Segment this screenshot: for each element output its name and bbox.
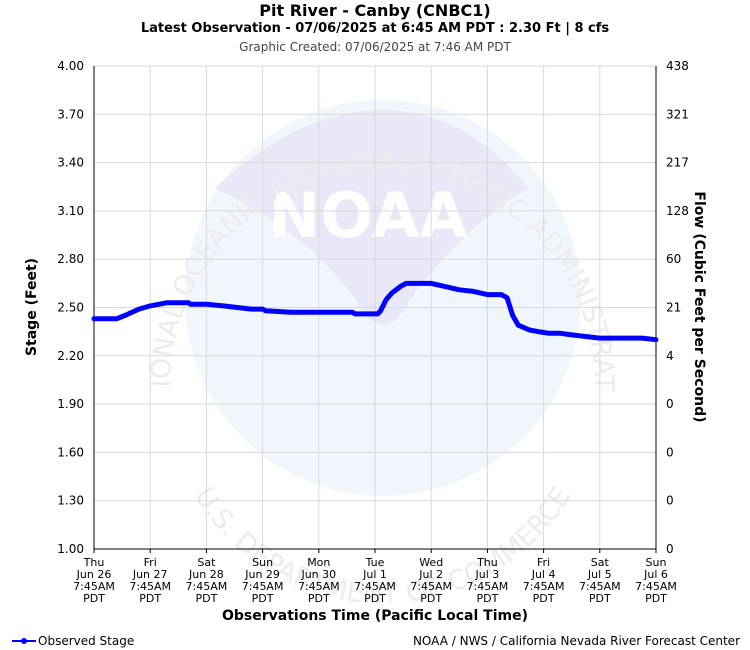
y-tick-label: 3.10: [57, 204, 84, 218]
y-tick-label: 1.30: [57, 494, 84, 508]
y-tick-label: 2.20: [57, 349, 84, 363]
y-tick-label: 1.90: [57, 397, 84, 411]
y2-tick-label: 217: [666, 156, 689, 170]
series-line-observed-stage: [91, 280, 659, 343]
x-tick-label: Sat Jun 28 7:45AM PDT: [186, 556, 228, 605]
x-tick-label: Sat Jul 5 7:45AM PDT: [579, 556, 621, 605]
y-tick-label: 3.70: [57, 107, 84, 121]
legend: Observed Stage: [12, 634, 134, 648]
graphic-created: Graphic Created: 07/06/2025 at 7:46 AM P…: [239, 40, 511, 54]
noaa-watermark: NOAA NATIONAL OCEANIC AND ATMOSPHERIC AD…: [0, 0, 619, 610]
noaa-logo-text: NOAA: [269, 179, 468, 252]
y2-tick-label: 0: [666, 542, 674, 556]
y2-tick-label: 21: [666, 301, 681, 315]
latest-observation: Latest Observation - 07/06/2025 at 6:45 …: [140, 21, 610, 36]
x-tick-label: Thu Jun 26 7:45AM PDT: [73, 556, 115, 605]
y2-tick-label: 0: [666, 494, 674, 508]
x-tick-label: Tue Jul 1 7:45AM PDT: [354, 556, 396, 605]
y2-tick-label: 0: [666, 445, 674, 459]
x-tick-label: Wed Jul 2 7:45AM PDT: [410, 556, 452, 605]
y2-tick-label: 4: [666, 349, 674, 363]
legend-label: Observed Stage: [38, 634, 135, 648]
y2-tick-label: 321: [666, 107, 689, 121]
y-axis-label: Stage (Feet): [24, 258, 40, 356]
axes: 1.00 0 1.30 0 1.60 0 1.90 0 2.20 4 2.50 21 2.80 60 3.1…: [57, 59, 689, 605]
x-tick-label: Sun Jun 29 7:45AM PDT: [242, 556, 284, 605]
y2-tick-label: 128: [666, 204, 689, 218]
x-tick-label: Fri Jul 4 7:45AM PDT: [523, 556, 565, 605]
x-tick-label: Mon Jun 30 7:45AM PDT: [298, 556, 340, 605]
y2-tick-label: 438: [666, 59, 689, 73]
grid: [93, 65, 657, 550]
x-tick-label: Sun Jul 6 7:45AM PDT: [635, 556, 677, 605]
chart-title: Pit River - Canby (CNBC1): [259, 1, 491, 20]
y-tick-label: 2.80: [57, 252, 84, 266]
y-tick-label: 1.00: [57, 542, 84, 556]
x-tick-label: Thu Jul 3 7:45AM PDT: [467, 556, 509, 605]
footer-credit: NOAA / NWS / California Nevada River For…: [412, 634, 740, 648]
y-tick-label: 2.50: [57, 301, 84, 315]
series-layer: [91, 280, 659, 343]
noaa-bird-icon: [215, 110, 528, 325]
y2-axis-label: Flow (Cubic Feet per Second): [691, 191, 707, 422]
legend-swatch-icon: [12, 636, 36, 646]
y2-tick-label: 60: [666, 252, 681, 266]
y-tick-label: 3.40: [57, 156, 84, 170]
x-axis-label: Observations Time (Pacific Local Time): [222, 608, 528, 624]
y-tick-label: 4.00: [57, 59, 84, 73]
y2-tick-label: 0: [666, 397, 674, 411]
y-tick-label: 1.60: [57, 445, 84, 459]
x-tick-label: Fri Jun 27 7:45AM PDT: [129, 556, 171, 605]
